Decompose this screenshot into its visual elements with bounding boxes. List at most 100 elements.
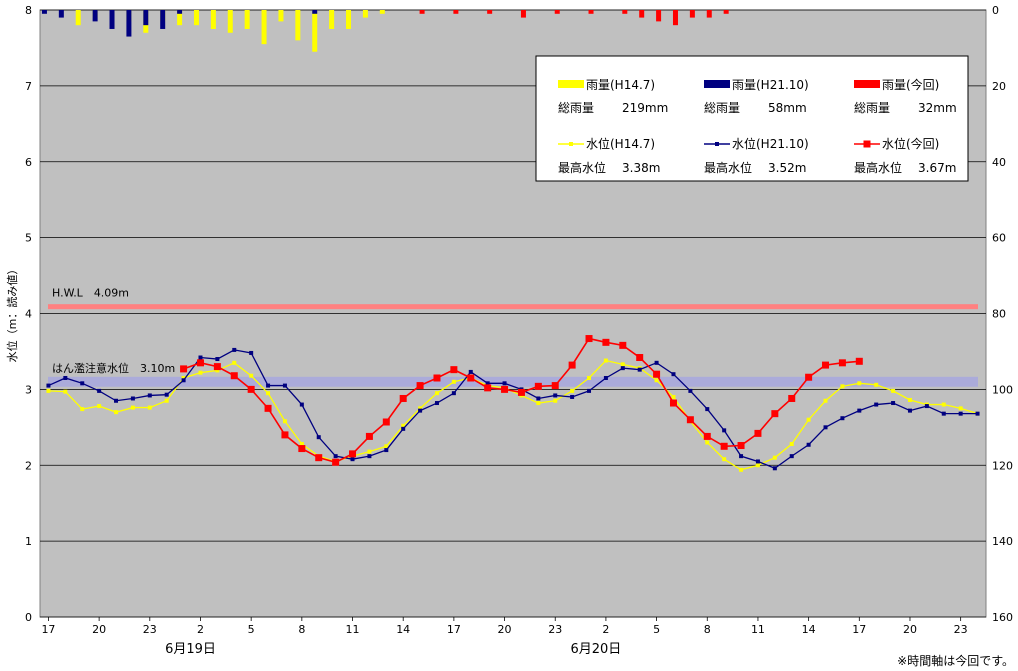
rain-bar xyxy=(143,10,149,26)
level-point xyxy=(147,393,152,398)
level-point xyxy=(805,373,813,381)
level-point xyxy=(282,383,287,388)
level-point xyxy=(907,408,912,413)
level-point xyxy=(755,459,760,464)
level-point xyxy=(739,454,744,459)
rain-bar xyxy=(689,10,695,18)
level-point xyxy=(401,423,406,428)
rain-bar xyxy=(554,10,560,14)
level-point xyxy=(299,402,304,407)
level-point xyxy=(907,397,912,402)
x-tick-label: 23 xyxy=(548,623,562,636)
level-point xyxy=(384,444,389,449)
date-labels: 6月19日 6月20日 xyxy=(165,642,621,657)
level-point xyxy=(536,401,541,406)
rain-bar xyxy=(41,10,47,14)
level-point xyxy=(298,445,306,453)
legend-level-max-label: 最高水位 xyxy=(854,160,902,175)
time-axis-note: ※時間軸は今回です。 xyxy=(897,654,1014,668)
level-point xyxy=(568,361,576,369)
level-point xyxy=(264,404,272,412)
legend-level-marker xyxy=(569,142,573,146)
level-point xyxy=(316,435,321,440)
level-point xyxy=(603,358,608,363)
rain-bar xyxy=(672,10,678,26)
level-point xyxy=(636,354,644,362)
level-point xyxy=(553,398,558,403)
legend-box xyxy=(535,55,969,182)
level-point xyxy=(399,394,407,402)
x-axis-ticks: 17 20 23 2 5 8 11 14 17 20 23 2 5 8 11 14 17 20 23 xyxy=(41,617,968,636)
level-point xyxy=(484,384,492,392)
x-tick-label: 20 xyxy=(92,623,106,636)
rain-bar xyxy=(160,10,166,29)
level-point xyxy=(315,454,323,462)
y-tick-label: 1 xyxy=(25,535,32,548)
level-point xyxy=(534,382,542,390)
rain-bar xyxy=(639,10,645,18)
level-point xyxy=(806,417,811,422)
level-point xyxy=(130,405,135,410)
level-point xyxy=(249,373,254,378)
x-tick-label: 14 xyxy=(802,623,816,636)
level-point xyxy=(686,416,694,424)
rain-bar xyxy=(329,10,335,29)
level-point xyxy=(602,338,610,346)
level-point xyxy=(671,372,676,377)
x-tick-label: 17 xyxy=(447,623,461,636)
y2-tick-label: 160 xyxy=(992,611,1013,624)
rain-bar xyxy=(312,10,318,52)
hwl-line xyxy=(48,304,978,310)
level-point xyxy=(806,442,811,447)
level-point xyxy=(198,370,203,375)
rain-bar xyxy=(706,10,712,18)
level-point xyxy=(502,381,507,386)
level-point xyxy=(653,370,661,378)
x-tick-label: 23 xyxy=(954,623,968,636)
level-point xyxy=(620,362,625,367)
y2-tick-label: 60 xyxy=(992,232,1006,245)
x-tick-label: 17 xyxy=(852,623,866,636)
legend-level-max: 3.52m xyxy=(768,161,806,175)
level-point xyxy=(230,372,238,380)
legend-rain-total-label: 総雨量 xyxy=(558,101,594,115)
level-point xyxy=(654,378,659,383)
legend-rain-swatch xyxy=(558,80,584,88)
level-point xyxy=(703,432,711,440)
date-label: 6月19日 xyxy=(165,642,216,657)
level-point xyxy=(570,394,575,399)
y-axis-ticks: 0 1 2 3 4 5 6 7 8 xyxy=(25,4,32,624)
x-tick-label: 5 xyxy=(248,623,255,636)
level-point xyxy=(570,388,575,393)
level-point xyxy=(755,463,760,468)
level-point xyxy=(788,394,796,402)
x-tick-label: 5 xyxy=(653,623,660,636)
level-point xyxy=(654,360,659,365)
rain-bar xyxy=(261,10,267,45)
legend-level-name: 水位(H14.7) xyxy=(586,136,655,151)
legend-rain-name: 雨量(H21.10) xyxy=(732,78,809,92)
x-tick-label: 11 xyxy=(346,623,360,636)
level-point xyxy=(281,431,289,439)
rain-bars xyxy=(41,10,729,52)
level-point xyxy=(46,388,51,393)
level-point xyxy=(485,381,490,386)
level-point xyxy=(382,418,390,426)
level-point xyxy=(823,425,828,430)
legend-rain-swatch xyxy=(854,80,880,88)
level-point xyxy=(467,374,475,382)
rain-bar xyxy=(346,10,352,29)
level-point xyxy=(619,341,627,349)
x-tick-label: 2 xyxy=(197,623,204,636)
level-point xyxy=(587,375,592,380)
x-tick-label: 20 xyxy=(903,623,917,636)
caution-band xyxy=(48,376,978,387)
y2-tick-label: 100 xyxy=(992,383,1013,396)
level-point xyxy=(97,388,102,393)
level-point xyxy=(789,442,794,447)
rain-bar xyxy=(109,10,115,29)
level-point xyxy=(822,361,830,369)
level-point xyxy=(669,399,677,407)
y-tick-label: 4 xyxy=(25,308,32,321)
rain-bar xyxy=(723,10,729,14)
